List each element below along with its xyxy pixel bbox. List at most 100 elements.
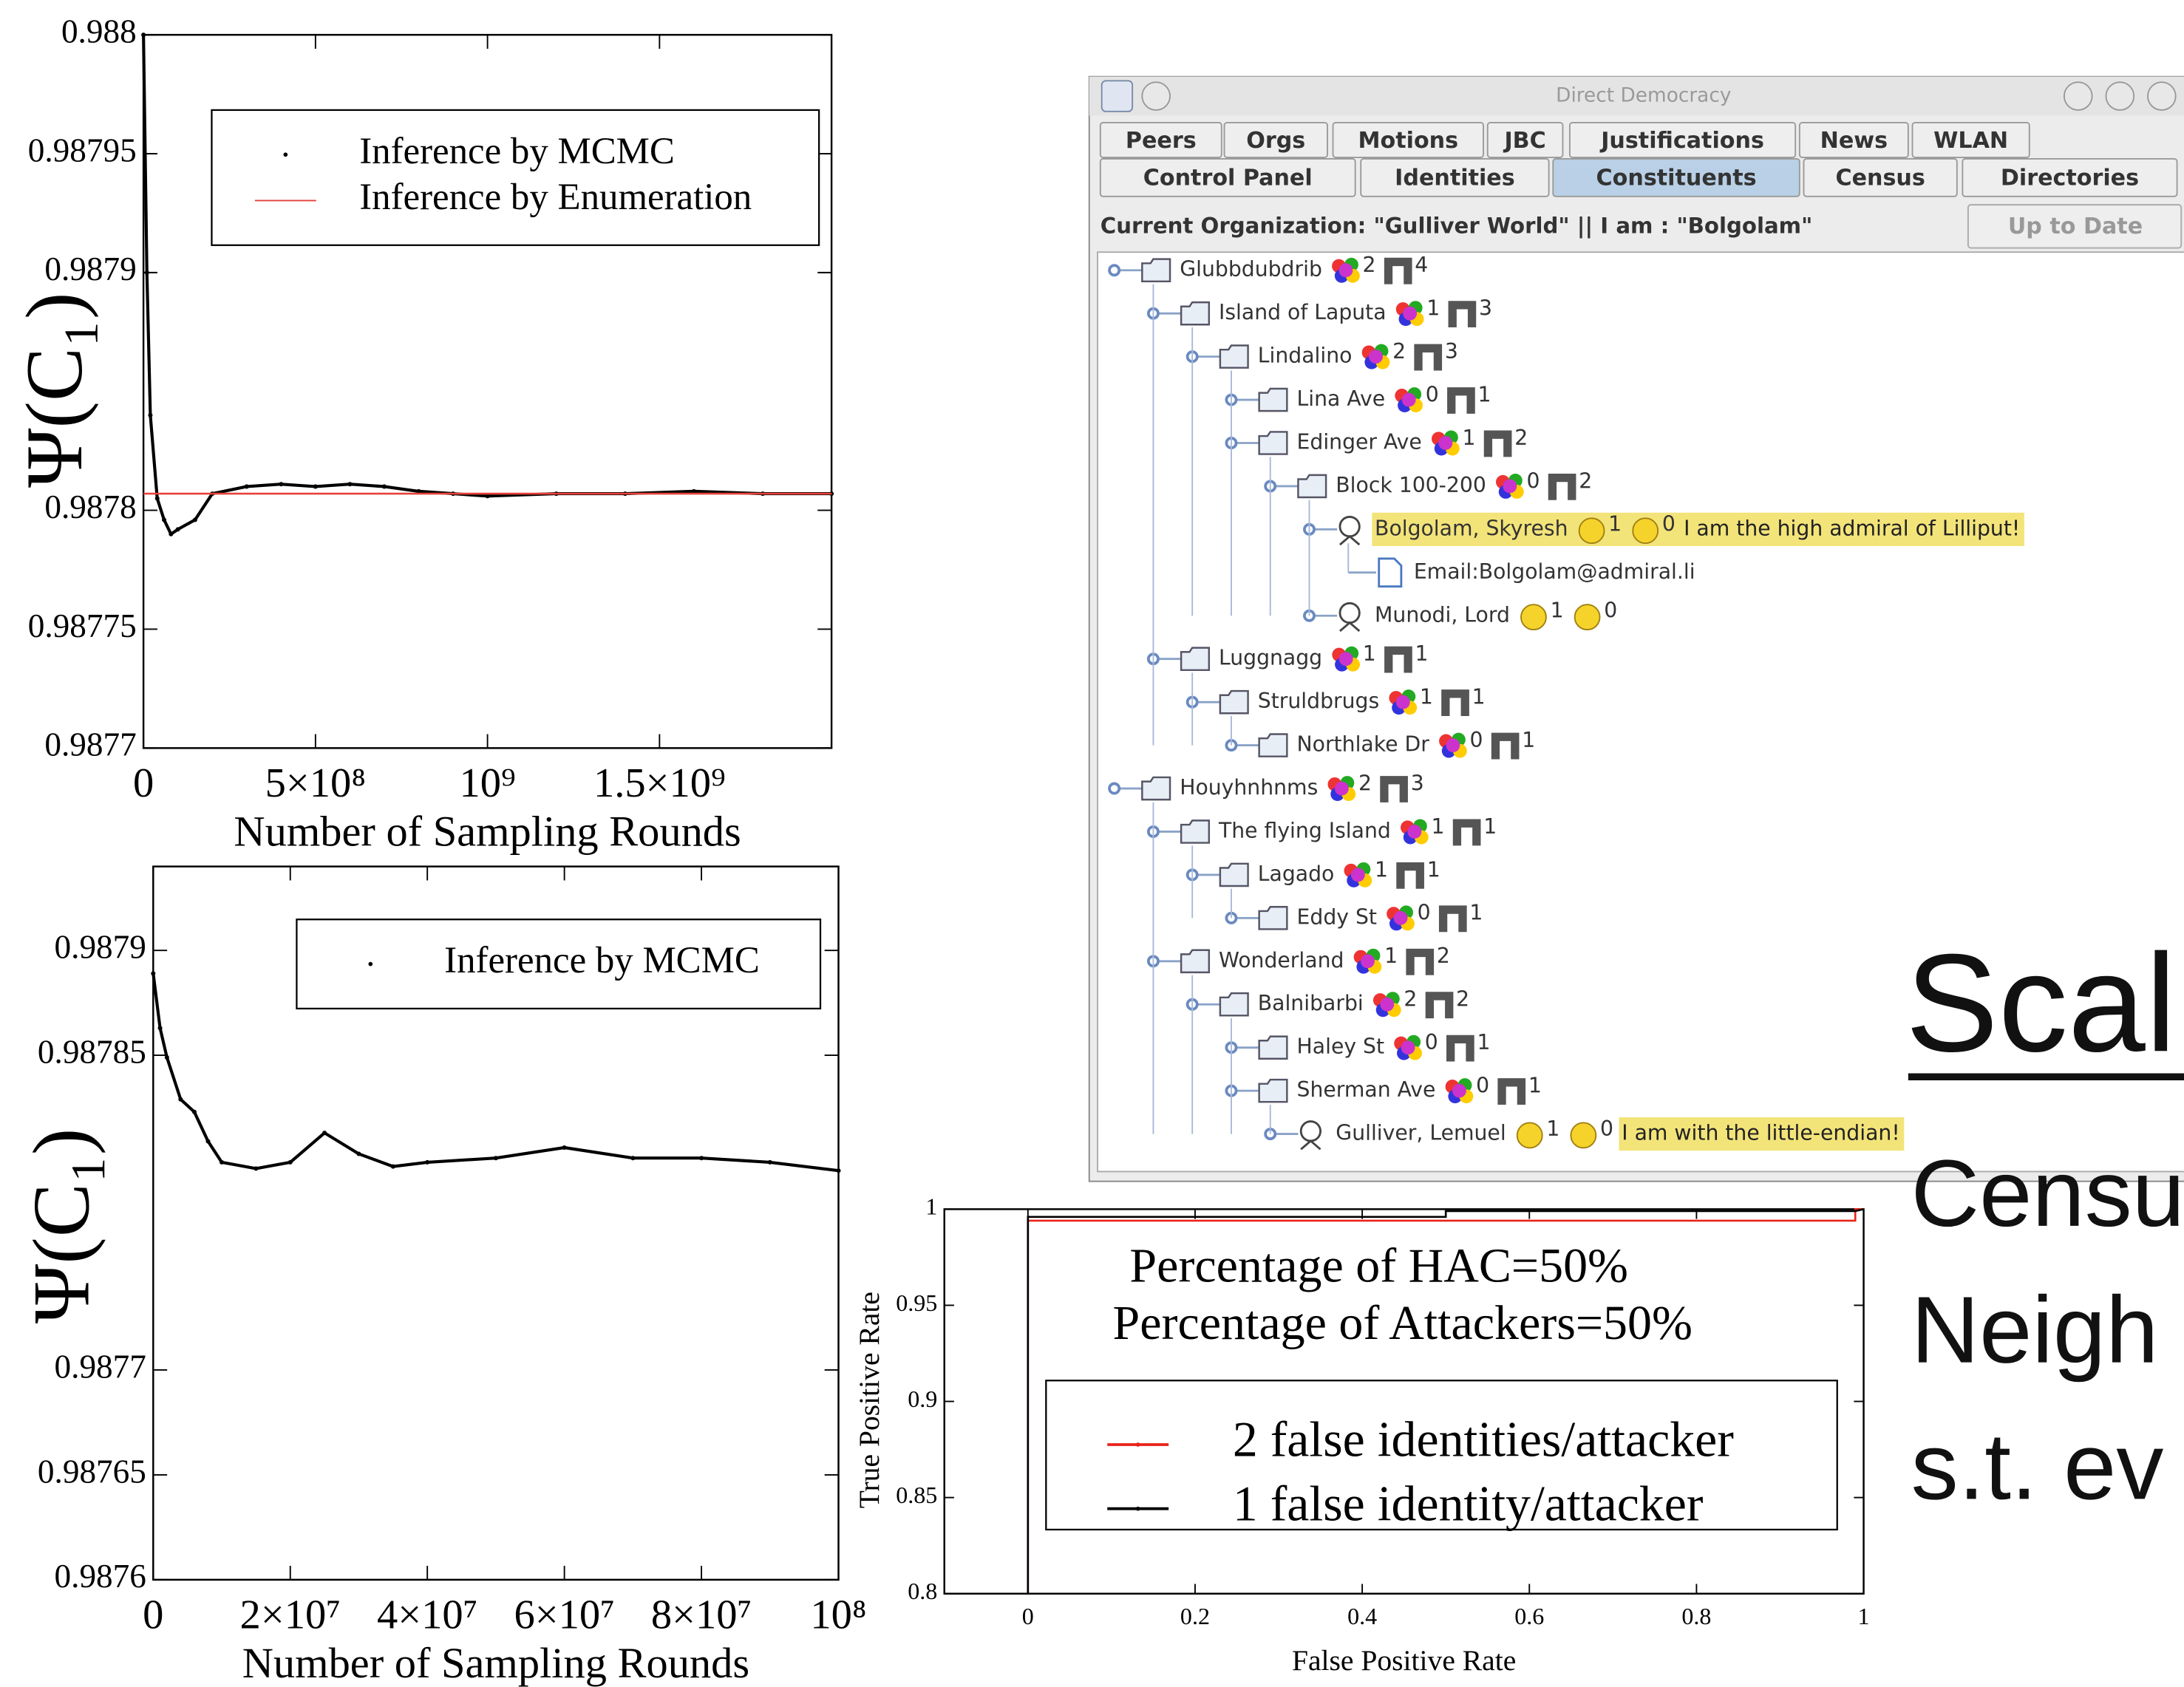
count-a: 1 [1384, 944, 1398, 968]
y-tick-label: 0.85 [896, 1482, 937, 1508]
count-a: 1 [1375, 857, 1388, 882]
x-tick-label: 1 [1858, 1603, 1870, 1629]
count-a: 0 [1425, 1030, 1438, 1054]
count-b: 1 [1477, 1030, 1490, 1054]
folder-icon [1259, 432, 1287, 454]
legend-marker [284, 152, 288, 157]
node-label: Lindalino [1258, 344, 1353, 368]
y-tick-label: 0.9878 [44, 488, 136, 525]
node-label: Island of Laputa [1219, 300, 1387, 324]
tab-label: WLAN [1933, 128, 2008, 154]
thumb-icon [1521, 604, 1546, 630]
window-menu[interactable] [1142, 82, 1170, 110]
count-b: 0 [1604, 599, 1617, 623]
folder-icon [1259, 389, 1287, 411]
data-point [288, 1160, 293, 1165]
x-tick-label: 1.5×10⁹ [593, 760, 726, 806]
tree-handle[interactable] [1109, 783, 1119, 793]
org-icon [1335, 782, 1349, 796]
data-point [141, 33, 146, 37]
org-icon [1394, 911, 1408, 925]
folder-icon [1220, 691, 1248, 713]
person-icon [1340, 603, 1359, 622]
tab-label: Directories [2001, 166, 2139, 191]
thumb-icon [1579, 518, 1605, 543]
count-a: 1 [1426, 296, 1440, 321]
minimize-button[interactable] [2064, 82, 2092, 110]
data-point [768, 1160, 772, 1165]
count-b: 2 [1437, 944, 1450, 968]
data-point [148, 413, 152, 418]
slide-line: Neigh [1911, 1278, 2159, 1383]
chart-subtitle: Percentage of Attackers=50% [1113, 1296, 1693, 1350]
legend-label: Inference by MCMC [444, 940, 760, 981]
data-point [356, 1152, 361, 1156]
data-point [494, 1156, 498, 1160]
count-b: 1 [1427, 857, 1440, 882]
count-b: 3 [1445, 339, 1458, 364]
count-b: 1 [1415, 641, 1429, 666]
count-a: 1 [1462, 426, 1475, 450]
data-point [158, 1026, 163, 1030]
org-icon [1402, 393, 1416, 407]
x-tick-label: 4×10⁷ [377, 1592, 477, 1638]
y-tick-label: 0.98775 [28, 607, 137, 644]
node-label: Munodi, Lord [1375, 602, 1510, 627]
count-a: 2 [1392, 339, 1406, 364]
y-tick-label: 0.98785 [38, 1033, 146, 1070]
chart: 0.98770.987750.98780.98790.987950.98805×… [10, 13, 834, 856]
close-button[interactable] [2148, 82, 2176, 110]
org-icon [1339, 652, 1353, 666]
y-tick-label: 0.95 [896, 1289, 937, 1316]
count-a: 1 [1363, 641, 1376, 666]
node-label: Wonderland [1219, 948, 1344, 972]
count-b: 1 [1528, 1073, 1542, 1097]
data-point [699, 1156, 704, 1160]
x-tick-label: 0.6 [1514, 1603, 1544, 1629]
data-point [220, 1160, 224, 1165]
count-b: 3 [1411, 771, 1424, 795]
org-icon [1407, 825, 1421, 839]
tree-handle[interactable] [1109, 265, 1119, 275]
x-tick-label: 0.2 [1180, 1603, 1210, 1629]
app-icon [1102, 81, 1132, 111]
x-tick-label: 0 [143, 1592, 163, 1638]
count-a: 0 [1470, 728, 1483, 752]
org-icon [1369, 350, 1383, 364]
node-label: Sherman Ave [1297, 1077, 1436, 1102]
tab-label: Orgs [1246, 128, 1305, 154]
file-icon [1379, 559, 1401, 587]
node-label: Lagado [1258, 862, 1335, 886]
data-point [313, 484, 318, 488]
x-tick-label: 0 [1022, 1603, 1034, 1629]
legend-dot [1136, 1507, 1140, 1511]
node-label: Email:Bolgolam@admiral.li [1414, 559, 1695, 584]
count-b: 2 [1514, 426, 1528, 450]
org-icon [1361, 954, 1375, 968]
tab-label: Peers [1126, 128, 1197, 154]
org-icon [1380, 998, 1394, 1012]
person-icon [1301, 1122, 1320, 1141]
data-point [193, 517, 197, 522]
org-icon [1401, 1040, 1415, 1054]
legend-label: 1 false identity/attacker [1233, 1476, 1704, 1531]
page: {"chart_data": [ {"type": "line", "ylabe… [0, 0, 2184, 1687]
folder-icon [1259, 735, 1287, 757]
x-axis-label: Number of Sampling Rounds [242, 1639, 749, 1687]
maximize-button[interactable] [2106, 82, 2134, 110]
node-label: Balnibarbi [1258, 991, 1364, 1015]
chart-title: Percentage of HAC=50% [1129, 1238, 1628, 1292]
tab-label: Justifications [1599, 128, 1764, 154]
data-point [347, 482, 352, 486]
node-label: Eddy St [1297, 904, 1377, 929]
count-a: 1 [1546, 1117, 1559, 1141]
y-tick-label: 0.9877 [44, 726, 136, 763]
y-tick-label: 0.9877 [55, 1348, 146, 1385]
tab-label: Constituents [1596, 166, 1757, 191]
y-tick-label: 0.98765 [38, 1453, 146, 1490]
tab-label: News [1820, 128, 1888, 154]
legend-label: Inference by MCMC [359, 131, 675, 172]
data-point [562, 1145, 567, 1150]
